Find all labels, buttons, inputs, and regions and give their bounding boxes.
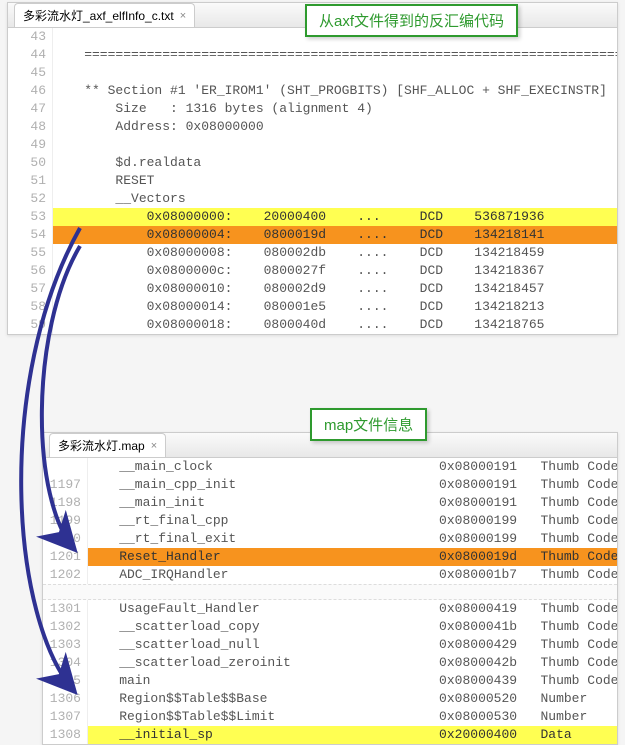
tab-label: 多彩流水灯.map	[58, 437, 145, 454]
code-line: 0x08000014: 080001e5 .... DCD 134218213	[53, 298, 617, 316]
line-number: 55	[8, 244, 46, 262]
line-number: 1201	[43, 548, 81, 566]
line-number: 1200	[43, 530, 81, 548]
map-body: 119711981199120012011202 __main_clock 0x…	[43, 458, 617, 744]
code-line: 0x08000008: 080002db .... DCD 134218459	[53, 244, 617, 262]
line-number: 51	[8, 172, 46, 190]
code-area-map: 119711981199120012011202 __main_clock 0x…	[43, 458, 617, 584]
code-line: Region$$Table$$Limit 0x08000530 Number	[88, 708, 617, 726]
code-line	[53, 64, 617, 82]
code-line	[53, 136, 617, 154]
code-line: UsageFault_Handler 0x08000419 Thumb Code	[88, 600, 617, 618]
line-number: 46	[8, 82, 46, 100]
code-line: __scatterload_copy 0x0800041b Thumb Code	[88, 618, 617, 636]
code-line: 0x08000018: 0800040d .... DCD 134218765	[53, 316, 617, 334]
line-number: 53	[8, 208, 46, 226]
line-gutter: 13011302130313041305130613071308	[43, 600, 88, 744]
code-line: ADC_IRQHandler 0x080001b7 Thumb Code	[88, 566, 617, 584]
code-area-map: 13011302130313041305130613071308 UsageFa…	[43, 600, 617, 744]
code-area-top: 4344454647484950515253545556575859 =====…	[8, 28, 617, 334]
file-tab-map[interactable]: 多彩流水灯.map ×	[49, 433, 166, 457]
code-line: __scatterload_zeroinit 0x0800042b Thumb …	[88, 654, 617, 672]
code-line: ========================================…	[53, 46, 617, 64]
line-number: 1197	[43, 476, 81, 494]
line-number: 1306	[43, 690, 81, 708]
close-icon[interactable]: ×	[180, 10, 186, 22]
line-number: 1199	[43, 512, 81, 530]
line-gutter: 119711981199120012011202	[43, 458, 88, 584]
line-number: 1303	[43, 636, 81, 654]
code-line: __main_cpp_init 0x08000191 Thumb Code	[88, 476, 617, 494]
code-line: main 0x08000439 Thumb Code	[88, 672, 617, 690]
line-number: 1305	[43, 672, 81, 690]
callout-text: map文件信息	[324, 417, 413, 434]
line-number: 52	[8, 190, 46, 208]
close-icon[interactable]: ×	[151, 440, 157, 452]
line-number: 59	[8, 316, 46, 334]
callout-mid: map文件信息	[310, 408, 427, 441]
line-number: 1304	[43, 654, 81, 672]
line-number: 48	[8, 118, 46, 136]
code-line: __initial_sp 0x20000400 Data	[88, 726, 617, 744]
code-line: 0x08000004: 0800019d .... DCD 134218141	[53, 226, 617, 244]
code-line: __rt_final_cpp 0x08000199 Thumb Code	[88, 512, 617, 530]
code-lines: __main_clock 0x08000191 Thumb Code __mai…	[88, 458, 617, 584]
txt-editor-panel: 多彩流水灯_axf_elfInfo_c.txt × 43444546474849…	[7, 2, 618, 335]
code-line: Size : 1316 bytes (alignment 4)	[53, 100, 617, 118]
line-gutter: 4344454647484950515253545556575859	[8, 28, 53, 334]
code-line: 0x0800000c: 0800027f .... DCD 134218367	[53, 262, 617, 280]
code-line: ** Section #1 'ER_IROM1' (SHT_PROGBITS) …	[53, 82, 617, 100]
file-tab-txt[interactable]: 多彩流水灯_axf_elfInfo_c.txt ×	[14, 3, 195, 27]
line-number: 44	[8, 46, 46, 64]
line-number: 1302	[43, 618, 81, 636]
code-line: $d.realdata	[53, 154, 617, 172]
line-number: 57	[8, 280, 46, 298]
line-number: 1307	[43, 708, 81, 726]
line-number: 1198	[43, 494, 81, 512]
line-number: 43	[8, 28, 46, 46]
map-editor-panel: 多彩流水灯.map × 119711981199120012011202 __m…	[42, 432, 618, 745]
line-number: 1301	[43, 600, 81, 618]
callout-text: 从axf文件得到的反汇编代码	[319, 13, 504, 30]
code-line: 0x08000000: 20000400 ... DCD 536871936	[53, 208, 617, 226]
code-line: 0x08000010: 080002d9 .... DCD 134218457	[53, 280, 617, 298]
code-line: Reset_Handler 0x0800019d Thumb Code	[88, 548, 617, 566]
line-number: 1308	[43, 726, 81, 744]
line-number	[43, 458, 81, 476]
code-line: Address: 0x08000000	[53, 118, 617, 136]
tab-label: 多彩流水灯_axf_elfInfo_c.txt	[23, 7, 174, 24]
block-separator	[43, 584, 617, 600]
code-lines: UsageFault_Handler 0x08000419 Thumb Code…	[88, 600, 617, 744]
code-lines: ========================================…	[53, 28, 617, 334]
code-line: RESET	[53, 172, 617, 190]
line-number: 1202	[43, 566, 81, 584]
code-line: __main_init 0x08000191 Thumb Code	[88, 494, 617, 512]
line-number: 56	[8, 262, 46, 280]
line-number: 50	[8, 154, 46, 172]
code-line: __rt_final_exit 0x08000199 Thumb Code	[88, 530, 617, 548]
code-line: __scatterload_null 0x08000429 Thumb Code	[88, 636, 617, 654]
callout-top: 从axf文件得到的反汇编代码	[305, 4, 518, 37]
line-number: 47	[8, 100, 46, 118]
line-number: 58	[8, 298, 46, 316]
line-number: 45	[8, 64, 46, 82]
line-number: 54	[8, 226, 46, 244]
code-line: __Vectors	[53, 190, 617, 208]
code-line: __main_clock 0x08000191 Thumb Code	[88, 458, 617, 476]
line-number: 49	[8, 136, 46, 154]
code-line: Region$$Table$$Base 0x08000520 Number	[88, 690, 617, 708]
